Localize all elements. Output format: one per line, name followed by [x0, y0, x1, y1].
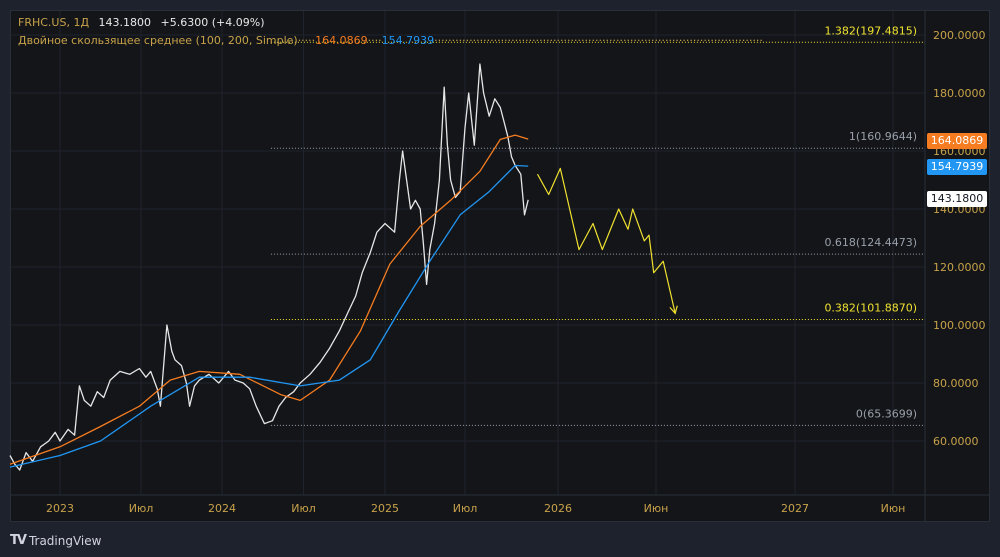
x-tick-label: 2027 [781, 502, 809, 515]
x-tick-label: Июн [881, 502, 906, 515]
x-tick-label: Июл [291, 502, 316, 515]
x-tick-label: Июн [644, 502, 669, 515]
ma200-value: 154.7939 [381, 34, 435, 47]
fib-level-label: 0(65.3699) [856, 407, 917, 420]
chart-panel[interactable] [10, 10, 990, 522]
y-tick-label: 60.0000 [933, 435, 979, 448]
last-price-badge: 143.1800 [927, 191, 987, 207]
price-change: +5.6300 (+4.09%) [160, 16, 265, 29]
x-tick-label: 2026 [544, 502, 572, 515]
x-tick-label: 2025 [371, 502, 399, 515]
ma200-line [9, 164, 529, 468]
fib-level-label: 0.382(101.8870) [824, 302, 917, 315]
tradingview-logo[interactable]: TV TradingView [10, 533, 101, 548]
x-tick-label: Июл [129, 502, 154, 515]
symbol-legend: FRHC.US, 1Д 143.1800 +5.6300 (+4.09%) [18, 16, 265, 29]
symbol-label: FRHC.US, 1Д [18, 16, 90, 29]
y-tick-label: 200.0000 [933, 29, 986, 42]
logo-text: TradingView [28, 533, 102, 548]
fib-level-label: 1.382(197.4815) [824, 24, 917, 37]
projection-arrowhead-icon [669, 305, 678, 315]
x-tick-label: 2023 [46, 502, 74, 515]
ma100-value: 164.0869 [315, 34, 368, 47]
ma200-price-badge: 154.7939 [927, 159, 987, 175]
y-tick-label: 100.0000 [933, 319, 986, 332]
fib-level-label: 1(160.9644) [849, 130, 917, 143]
indicator-label: Двойное скользящее среднее (100, 200, Si… [18, 34, 298, 47]
last-price: 143.1800 [98, 16, 152, 29]
fib-level-label: 0.618(124.4473) [824, 236, 917, 249]
x-tick-label: 2024 [208, 502, 236, 515]
indicator-legend[interactable]: Двойное скользящее среднее (100, 200, Si… [18, 34, 763, 47]
y-tick-label: 180.0000 [933, 87, 986, 100]
y-tick-label: 80.0000 [933, 377, 979, 390]
ma100-line [9, 134, 529, 465]
y-tick-label: 120.0000 [933, 261, 986, 274]
price-line [9, 63, 529, 471]
ma100-price-badge: 164.0869 [927, 133, 987, 149]
x-tick-label: Июл [453, 502, 478, 515]
projection-line [536, 167, 676, 314]
tradingview-logo-icon: TV [10, 533, 27, 548]
